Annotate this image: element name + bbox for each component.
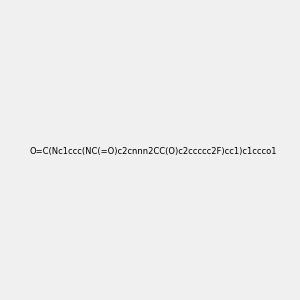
Text: O=C(Nc1ccc(NC(=O)c2cnnn2CC(O)c2ccccc2F)cc1)c1ccco1: O=C(Nc1ccc(NC(=O)c2cnnn2CC(O)c2ccccc2F)c… bbox=[30, 147, 278, 156]
